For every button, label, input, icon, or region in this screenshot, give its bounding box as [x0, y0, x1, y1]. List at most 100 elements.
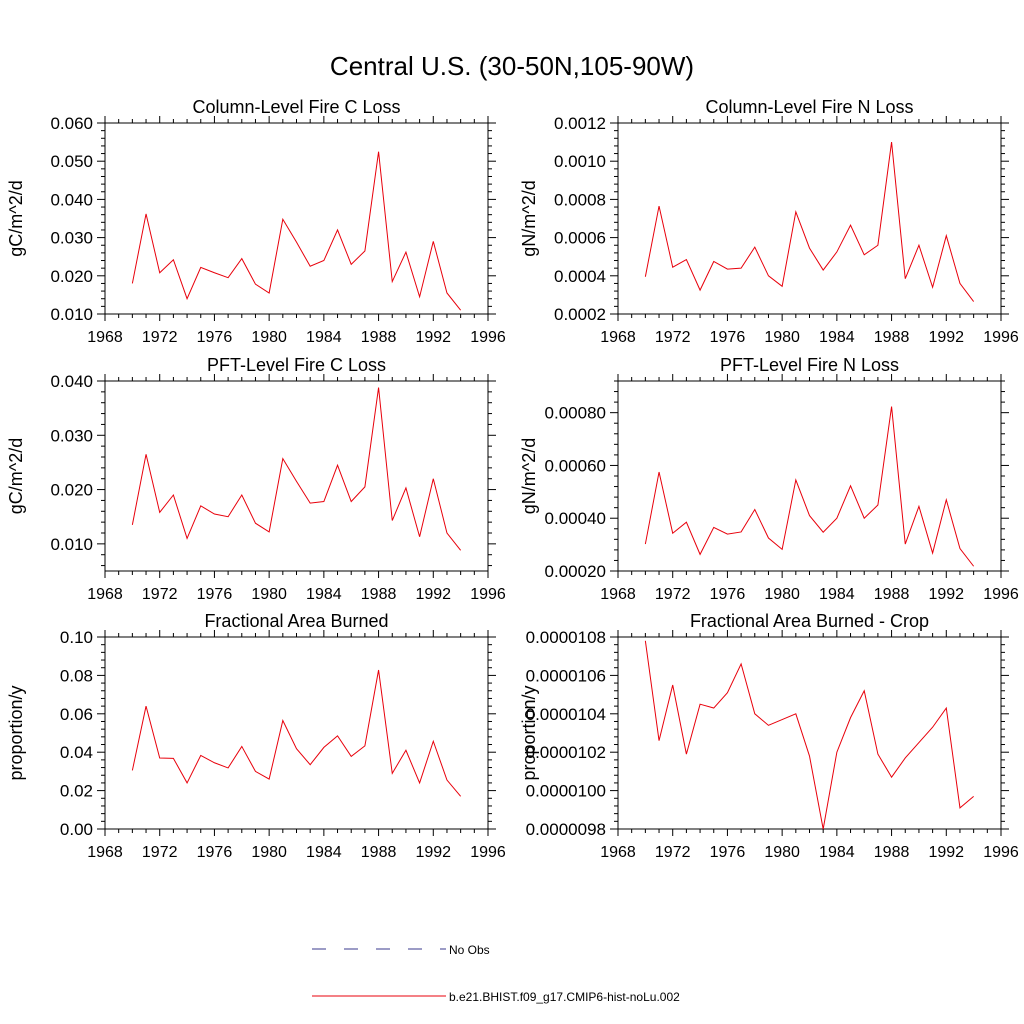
- x-tick-label: 1980: [251, 586, 287, 603]
- panel-title: Fractional Area Burned - Crop: [690, 611, 929, 631]
- x-tick-label: 1972: [142, 329, 178, 346]
- x-tick-label: 1968: [600, 329, 636, 346]
- x-tick-label: 1984: [819, 586, 855, 603]
- x-tick-label: 1968: [600, 586, 636, 603]
- x-tick-label: 1996: [983, 844, 1019, 861]
- x-tick-label: 1968: [87, 844, 123, 861]
- x-tick-label: 1984: [819, 844, 855, 861]
- y-axis-label: gC/m^2/d: [6, 438, 26, 514]
- x-tick-label: 1996: [983, 329, 1019, 346]
- series-line-model: [644, 640, 974, 830]
- series-line-model: [644, 406, 975, 567]
- x-tick-label: 1972: [655, 586, 691, 603]
- x-tick-label: 1976: [197, 329, 233, 346]
- y-tick-label: 0.060: [50, 114, 93, 133]
- x-tick-label: 1972: [655, 844, 691, 861]
- x-tick-label: 1984: [306, 329, 342, 346]
- y-tick-label: 0.06: [60, 705, 93, 724]
- chart-panel-4: PFT-Level Fire N Loss gN/m^2/d 1968 1972 197…: [519, 355, 1019, 603]
- y-tick-label: 0.0012: [554, 114, 606, 133]
- x-tick-label: 1988: [874, 586, 910, 603]
- y-tick-label: 0.0006: [554, 229, 606, 248]
- y-tick-label: 0.020: [50, 481, 93, 500]
- panel-title: Column-Level Fire N Loss: [705, 97, 913, 117]
- x-tick-label: 1968: [87, 329, 123, 346]
- y-tick-label: 0.0000100: [526, 782, 606, 801]
- x-tick-label: 1976: [197, 844, 233, 861]
- y-tick-label: 0.020: [50, 267, 93, 286]
- y-tick-label: 0.00020: [545, 562, 606, 581]
- chart-panel-6: Fractional Area Burned - Crop proportion/…: [519, 611, 1019, 861]
- x-tick-label: 1980: [764, 844, 800, 861]
- x-tick-label: 1988: [874, 844, 910, 861]
- x-tick-label: 1992: [928, 586, 964, 603]
- x-tick-label: 1988: [361, 586, 397, 603]
- y-tick-label: 0.02: [60, 782, 93, 801]
- x-tick-label: 1980: [251, 329, 287, 346]
- y-tick-label: 0.010: [50, 535, 93, 554]
- x-tick-label: 1968: [87, 586, 123, 603]
- y-tick-label: 0.0010: [554, 152, 606, 171]
- x-tick-label: 1976: [710, 586, 746, 603]
- x-tick-label: 1976: [710, 844, 746, 861]
- y-tick-label: 0.0000108: [526, 628, 606, 647]
- x-tick-label: 1996: [470, 844, 506, 861]
- y-tick-label: 0.0000098: [526, 820, 606, 839]
- y-tick-label: 0.030: [50, 229, 93, 248]
- legend-label-model: b.e21.BHIST.f09_g17.CMIP6-hist-noLu.002: [449, 990, 680, 1004]
- x-tick-label: 1984: [819, 329, 855, 346]
- x-tick-label: 1996: [470, 329, 506, 346]
- panel-title: PFT-Level Fire N Loss: [720, 355, 899, 375]
- chart-panel-1: Column-Level Fire C Loss gC/m^2/d 1968 1972…: [6, 97, 506, 346]
- x-tick-label: 1980: [764, 329, 800, 346]
- series-line-model: [644, 142, 975, 302]
- y-tick-label: 0.0008: [554, 190, 606, 209]
- y-tick-label: 0.050: [50, 152, 93, 171]
- series-line-model: [131, 151, 462, 311]
- y-tick-label: 0.00060: [545, 456, 606, 475]
- x-tick-label: 1992: [415, 586, 451, 603]
- chart-panels: Column-Level Fire C Loss gC/m^2/d 1968 1972…: [6, 97, 1019, 861]
- x-tick-label: 1972: [142, 586, 178, 603]
- y-tick-label: 0.08: [60, 666, 93, 685]
- y-tick-label: 0.030: [50, 426, 93, 445]
- x-tick-label: 1984: [306, 586, 342, 603]
- y-tick-label: 0.040: [50, 190, 93, 209]
- panel-title: PFT-Level Fire C Loss: [207, 355, 386, 375]
- x-tick-label: 1976: [197, 586, 233, 603]
- y-tick-label: 0.00080: [545, 404, 606, 423]
- y-axis-label: gN/m^2/d: [519, 180, 539, 256]
- y-tick-label: 0.04: [60, 743, 93, 762]
- x-tick-label: 1984: [306, 844, 342, 861]
- panel-title: Column-Level Fire C Loss: [192, 97, 400, 117]
- x-tick-label: 1988: [874, 329, 910, 346]
- y-tick-label: 0.0004: [554, 267, 606, 286]
- y-axis-label: gC/m^2/d: [6, 180, 26, 256]
- x-tick-label: 1980: [251, 844, 287, 861]
- x-tick-label: 1976: [710, 329, 746, 346]
- y-tick-label: 0.040: [50, 372, 93, 391]
- x-tick-label: 1972: [655, 329, 691, 346]
- y-axis-label: gN/m^2/d: [519, 438, 539, 514]
- x-tick-label: 1988: [361, 329, 397, 346]
- x-tick-label: 1972: [142, 844, 178, 861]
- x-tick-label: 1992: [415, 844, 451, 861]
- legend-label-no-obs: No Obs: [449, 943, 490, 957]
- x-tick-label: 1992: [415, 329, 451, 346]
- y-tick-label: 0.0002: [554, 305, 606, 324]
- y-tick-label: 0.0000104: [526, 705, 606, 724]
- chart-panel-5: Fractional Area Burned proportion/y 1968 19…: [6, 611, 506, 861]
- x-tick-label: 1996: [470, 586, 506, 603]
- y-tick-label: 0.10: [60, 628, 93, 647]
- x-tick-label: 1992: [928, 844, 964, 861]
- x-tick-label: 1988: [361, 844, 397, 861]
- x-tick-label: 1968: [600, 844, 636, 861]
- figure-legend: No Obs b.e21.BHIST.f09_g17.CMIP6-hist-no…: [312, 943, 680, 1004]
- y-tick-label: 0.0000102: [526, 743, 606, 762]
- x-tick-label: 1992: [928, 329, 964, 346]
- y-tick-label: 0.00040: [545, 509, 606, 528]
- series-line-model: [131, 387, 462, 551]
- x-tick-label: 1980: [764, 586, 800, 603]
- y-tick-label: 0.0000106: [526, 666, 606, 685]
